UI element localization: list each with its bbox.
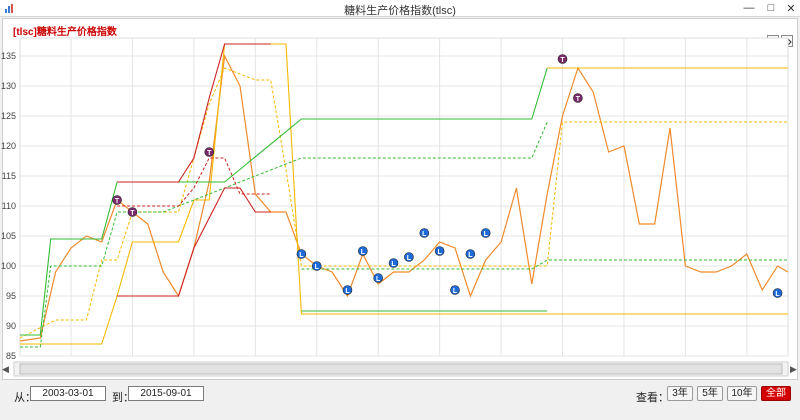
marker-label: L <box>361 249 366 256</box>
marker-label: L <box>376 276 381 283</box>
series-line-red-band-dashed <box>117 157 271 207</box>
marker-L <box>358 246 368 256</box>
marker-label: L <box>299 252 304 259</box>
window-title: 糖料生产价格指数(tlsc) <box>344 5 456 17</box>
marker-T <box>204 147 215 157</box>
marker-L <box>772 288 783 298</box>
range-button-3y[interactable]: 3年 <box>667 386 693 401</box>
range-button-10y[interactable]: 10年 <box>727 386 757 401</box>
y-tick-label: 100 <box>1 261 16 271</box>
chart-title: [tlsc]糖料生产价格指数 <box>13 27 117 38</box>
series-line-red-band <box>117 43 271 183</box>
marker-T <box>112 195 122 205</box>
marker-L <box>480 228 491 238</box>
marker-L <box>465 249 476 259</box>
plot-area <box>19 37 789 357</box>
range-button-5y[interactable]: 5年 <box>697 386 723 401</box>
marker-label: T <box>560 57 565 64</box>
marker-L <box>434 246 445 256</box>
marker-L <box>342 285 353 295</box>
to-date-field[interactable]: 2015-09-01 <box>128 386 204 401</box>
marker-L <box>419 228 430 238</box>
marker-label: L <box>453 288 458 295</box>
close-icon[interactable]: ✕ <box>786 2 796 15</box>
scroll-left-icon[interactable]: ◀ <box>2 364 9 374</box>
range-button-all[interactable]: 全部 <box>761 386 791 401</box>
marker-label: L <box>468 252 473 259</box>
marker-L <box>404 252 414 262</box>
marker-L <box>296 249 307 259</box>
marker-L <box>311 261 322 271</box>
window-titlebar: 糖料生产价格指数(tlsc) — □ ✕ <box>0 0 800 17</box>
series-line-red-band-low <box>117 187 271 297</box>
marker-label: L <box>422 231 427 238</box>
marker-label: L <box>775 291 780 298</box>
y-tick-label: 130 <box>1 81 16 91</box>
y-tick-label: 105 <box>1 231 16 241</box>
series-line-upper-band-dashed <box>19 67 788 339</box>
y-tick-label: 110 <box>2 201 16 211</box>
marker-L <box>450 285 460 295</box>
y-tick-label: 115 <box>2 171 16 181</box>
marker-L <box>388 258 399 268</box>
series-line-lower-band <box>20 67 548 336</box>
y-tick-label: 135 <box>1 51 16 61</box>
marker-label: L <box>345 288 350 295</box>
y-tick-label: 120 <box>1 141 16 151</box>
minimize-icon[interactable]: — <box>743 2 755 14</box>
series-line-lower-dashed-2 <box>301 259 788 270</box>
timeline-scroll-thumb <box>19 363 783 375</box>
marker-label: T <box>130 210 135 217</box>
y-tick-label: 85 <box>6 351 16 361</box>
y-tick-label: 125 <box>1 111 16 121</box>
marker-T <box>557 54 568 64</box>
y-tick-label: 90 <box>6 321 16 331</box>
price-index-chart: 85 90 95 100 105 110 115 120 125 130 135 T T T L L L L L L L… <box>1 37 789 377</box>
marker-label: L <box>437 249 442 256</box>
from-date-field[interactable]: 2003-03-01 <box>30 386 106 401</box>
marker-label: L <box>407 255 412 262</box>
view-label: 查看： <box>636 392 669 404</box>
marker-label: T <box>576 96 581 103</box>
marker-label: L <box>391 261 396 268</box>
marker-label: T <box>115 198 120 205</box>
scroll-right-icon[interactable]: ▶ <box>790 364 797 374</box>
marker-L <box>373 273 383 283</box>
series-line-upper-band <box>20 43 788 345</box>
app-icon <box>5 4 13 13</box>
series-line-price <box>19 53 789 342</box>
y-tick-label: 95 <box>6 291 16 301</box>
marker-label: L <box>315 264 320 271</box>
maximize-icon[interactable]: □ <box>767 2 775 14</box>
marker-T <box>127 207 138 217</box>
marker-T <box>573 93 583 103</box>
marker-label: T <box>207 150 212 157</box>
marker-label: L <box>484 231 489 238</box>
